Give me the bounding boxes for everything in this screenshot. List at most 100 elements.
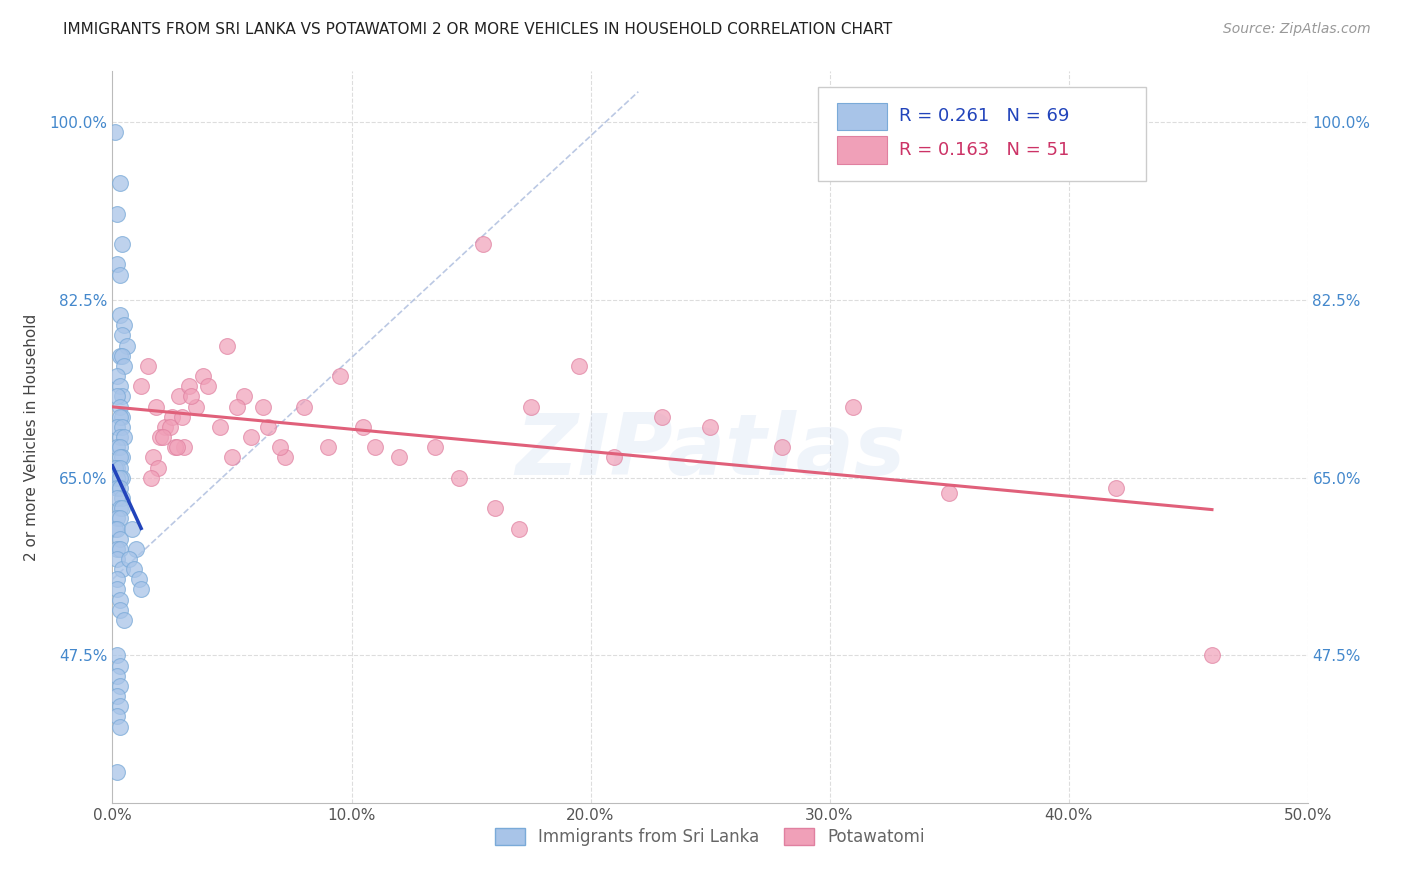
Point (159, 420, 181, 434)
Point (108, 176, 131, 190)
Point (186, 400, 208, 414)
Point (142, 450, 165, 465)
Point (166, 440, 188, 454)
Point (108, 592, 131, 607)
Point (108, 460, 131, 475)
Point (105, 582, 128, 597)
Point (221, 450, 243, 465)
Point (108, 511, 131, 525)
Point (508, 521, 530, 535)
Point (111, 562, 134, 576)
Point (105, 648, 128, 663)
Point (180, 389, 202, 403)
Point (364, 440, 387, 454)
Point (108, 450, 131, 465)
Point (108, 501, 131, 516)
Point (568, 359, 591, 373)
Point (111, 328, 134, 343)
Point (105, 709, 128, 723)
Point (105, 491, 128, 505)
Point (105, 572, 128, 586)
Point (105, 541, 128, 556)
Point (105, 460, 128, 475)
Point (105, 669, 128, 683)
Point (105, 389, 128, 403)
Point (699, 420, 721, 434)
Point (177, 379, 200, 393)
Point (352, 420, 374, 434)
Point (104, 460, 127, 475)
Point (114, 613, 135, 627)
Point (115, 338, 138, 352)
Point (1201, 648, 1223, 663)
Point (108, 471, 131, 485)
FancyBboxPatch shape (837, 136, 887, 163)
Point (105, 257, 128, 271)
Point (105, 689, 128, 703)
Point (316, 440, 339, 454)
Point (108, 720, 131, 734)
Point (139, 471, 162, 485)
Point (104, 521, 127, 535)
Point (108, 430, 131, 444)
Point (425, 440, 447, 454)
Point (111, 349, 134, 363)
Point (240, 430, 263, 444)
Point (108, 541, 131, 556)
Point (170, 409, 193, 424)
Point (121, 521, 143, 535)
Point (217, 338, 239, 352)
Point (105, 420, 128, 434)
Point (152, 430, 174, 444)
Point (108, 603, 131, 617)
Point (388, 450, 411, 465)
Point (193, 369, 215, 384)
Point (105, 206, 128, 220)
Point (603, 450, 626, 465)
Point (129, 379, 152, 393)
Point (651, 409, 673, 424)
Point (105, 369, 128, 384)
Point (146, 460, 169, 475)
Point (138, 359, 160, 373)
Point (114, 359, 135, 373)
Point (197, 379, 219, 393)
FancyBboxPatch shape (837, 103, 887, 130)
Point (149, 430, 172, 444)
Point (104, 125, 127, 139)
Point (129, 582, 152, 597)
Point (108, 308, 131, 322)
Point (114, 430, 135, 444)
Point (111, 389, 134, 403)
Point (105, 521, 128, 535)
Point (225, 400, 247, 414)
Point (145, 400, 167, 414)
Point (108, 268, 131, 282)
Point (163, 440, 186, 454)
Point (108, 440, 131, 454)
Point (105, 481, 128, 495)
Point (209, 420, 232, 434)
Point (484, 501, 506, 516)
Point (111, 409, 134, 424)
Point (329, 369, 352, 384)
Point (105, 471, 128, 485)
Point (842, 400, 865, 414)
Point (472, 237, 495, 252)
Point (938, 486, 960, 500)
Point (1105, 481, 1128, 495)
Point (169, 389, 191, 403)
Point (108, 699, 131, 714)
Point (108, 409, 131, 424)
Point (111, 450, 134, 465)
Point (770, 440, 793, 454)
Text: R = 0.163   N = 51: R = 0.163 N = 51 (898, 141, 1069, 159)
Point (128, 572, 150, 586)
Point (108, 532, 131, 546)
Point (105, 765, 128, 780)
Point (111, 237, 134, 252)
Point (105, 552, 128, 566)
Point (108, 349, 131, 363)
Point (111, 471, 134, 485)
Point (118, 552, 141, 566)
